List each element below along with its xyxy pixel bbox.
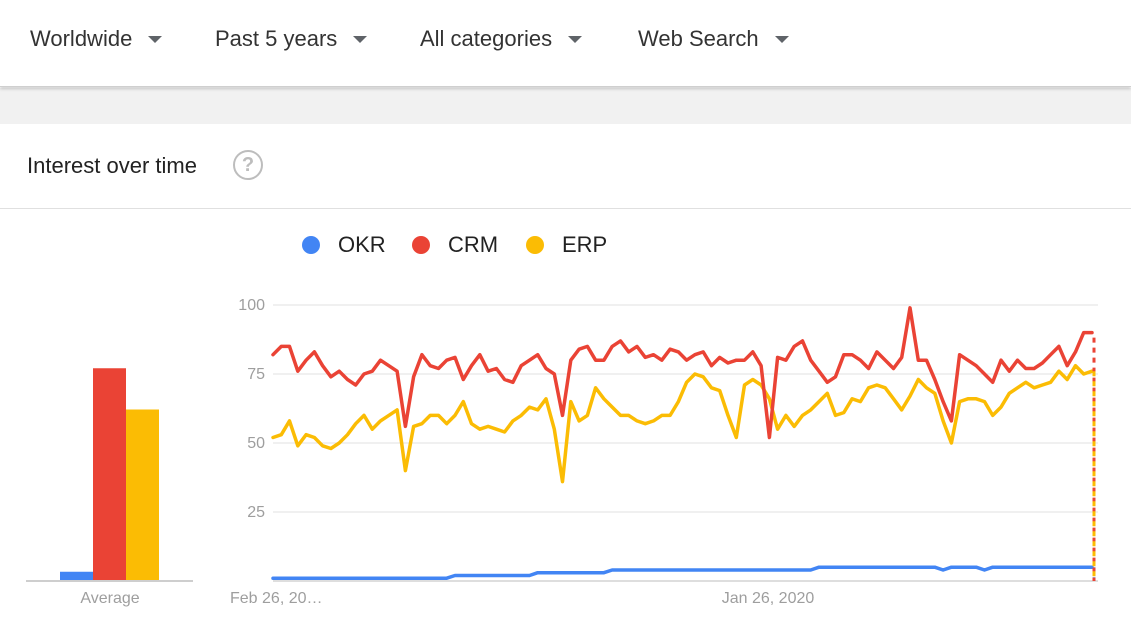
legend-label-okr: OKR: [338, 232, 386, 257]
average-bar-erp: [126, 409, 159, 580]
x-tick-label-1: Jan 26, 2020: [722, 590, 815, 607]
legend-dot-okr: [302, 236, 320, 254]
chevron-down-icon: [568, 35, 583, 43]
y-tick-label-75: 75: [247, 366, 265, 383]
legend-label-erp: ERP: [562, 232, 608, 257]
category-dropdown[interactable]: All categories: [420, 24, 583, 54]
y-tick-label-100: 100: [238, 297, 265, 314]
time-range-dropdown-label: Past 5 years: [215, 26, 338, 51]
panel-header: Interest over time ?: [0, 124, 1131, 209]
legend-dot-crm: [412, 236, 430, 254]
legend-item-okr[interactable]: OKR: [302, 232, 386, 258]
series-line-crm: [271, 306, 1094, 440]
help-circle-icon[interactable]: ?: [233, 150, 263, 180]
search-type-dropdown[interactable]: Web Search: [638, 24, 789, 54]
category-dropdown-label: All categories: [420, 26, 553, 51]
chevron-down-icon: [148, 35, 163, 43]
location-dropdown[interactable]: Worldwide: [30, 24, 163, 54]
y-tick-label-50: 50: [247, 435, 265, 452]
average-bar-okr: [60, 571, 93, 580]
panel-title: Interest over time: [27, 153, 197, 178]
legend-item-erp[interactable]: ERP: [526, 232, 607, 258]
average-label: Average: [80, 590, 139, 607]
average-bar-chart: Average: [26, 368, 193, 607]
chevron-down-icon: [774, 35, 789, 43]
legend-dot-erp: [526, 236, 544, 254]
location-dropdown-label: Worldwide: [30, 26, 133, 51]
filter-bar: Worldwide Past 5 years All categories We…: [0, 0, 1131, 87]
average-bar-crm: [93, 368, 126, 580]
interest-line-chart[interactable]: 25 50 75 100 Feb 26, 20… Jan 26, 2020: [230, 297, 1098, 607]
legend-item-crm[interactable]: CRM: [412, 232, 498, 258]
time-range-dropdown[interactable]: Past 5 years: [215, 24, 368, 54]
x-tick-label-0: Feb 26, 20…: [230, 590, 323, 607]
legend-label-crm: CRM: [448, 232, 499, 257]
y-tick-label-25: 25: [247, 504, 265, 521]
separator-band: [0, 88, 1131, 124]
series-line-erp: [271, 363, 1094, 484]
series-line-okr: [271, 565, 1094, 580]
chevron-down-icon: [353, 35, 368, 43]
search-type-dropdown-label: Web Search: [638, 26, 759, 51]
